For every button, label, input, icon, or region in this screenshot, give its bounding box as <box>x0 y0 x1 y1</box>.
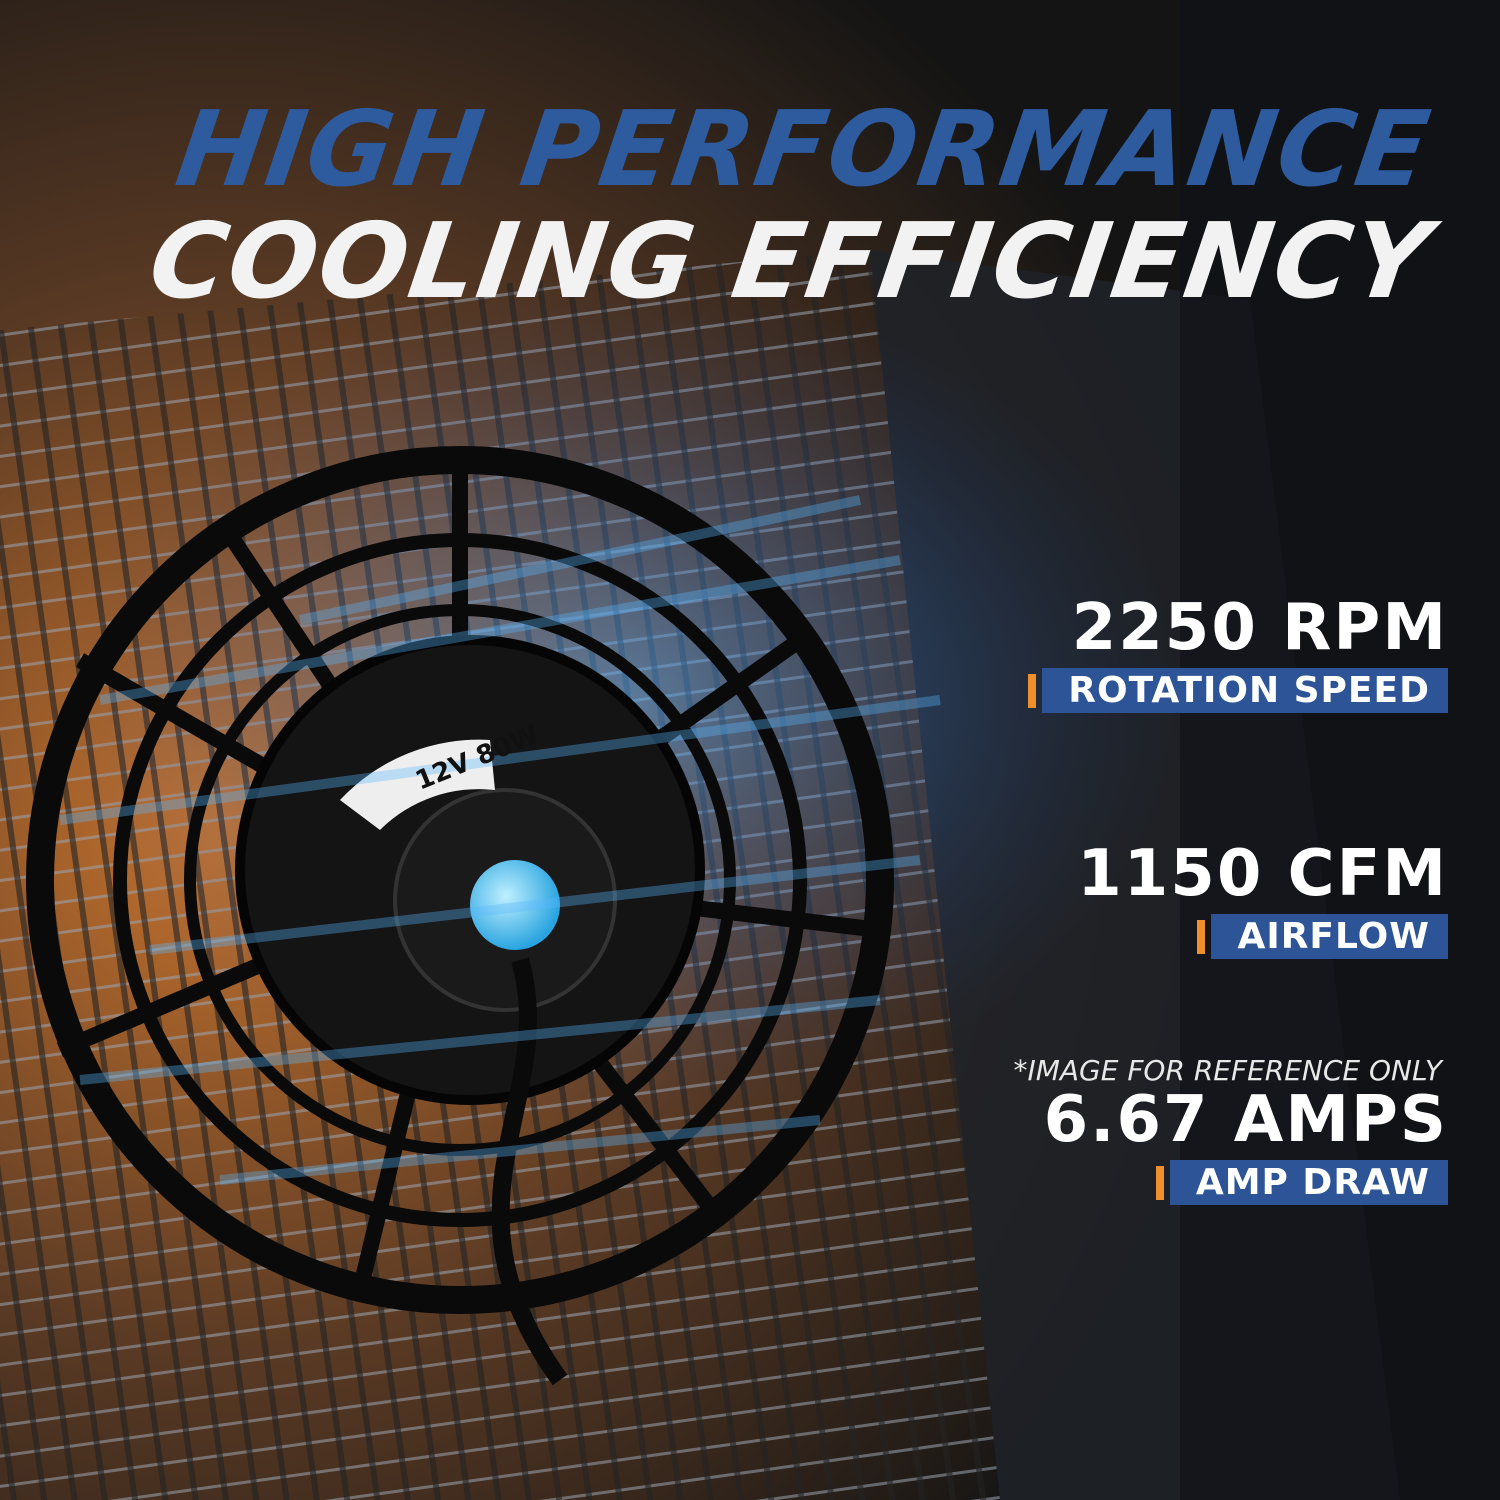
spec: 2250 RPM ROTATION SPEED <box>1028 591 1448 713</box>
right-shade <box>1180 0 1500 1500</box>
spec-value: 1150 CFM <box>1077 837 1448 911</box>
spec-value: 2250 RPM <box>1071 591 1448 665</box>
spec-label: AIRFLOW <box>1197 914 1448 959</box>
spec: 1150 CFM AIRFLOW <box>1077 838 1448 959</box>
title-line-2: COOLING EFFICIENCY <box>142 200 1439 322</box>
title-line-1: HIGH PERFORMANCE <box>169 88 1439 210</box>
airflow-streaks <box>59 495 941 1185</box>
fan <box>26 446 894 1386</box>
spec-label: AMP DRAW <box>1155 1160 1448 1205</box>
spec-label: ROTATION SPEED <box>1028 668 1448 713</box>
footnote: *IMAGE FOR REFERENCE ONLY <box>1013 1054 1442 1087</box>
spec: 6.67 AMPS AMP DRAW <box>1044 1084 1448 1205</box>
spec-value: 6.67 AMPS <box>1043 1083 1448 1157</box>
